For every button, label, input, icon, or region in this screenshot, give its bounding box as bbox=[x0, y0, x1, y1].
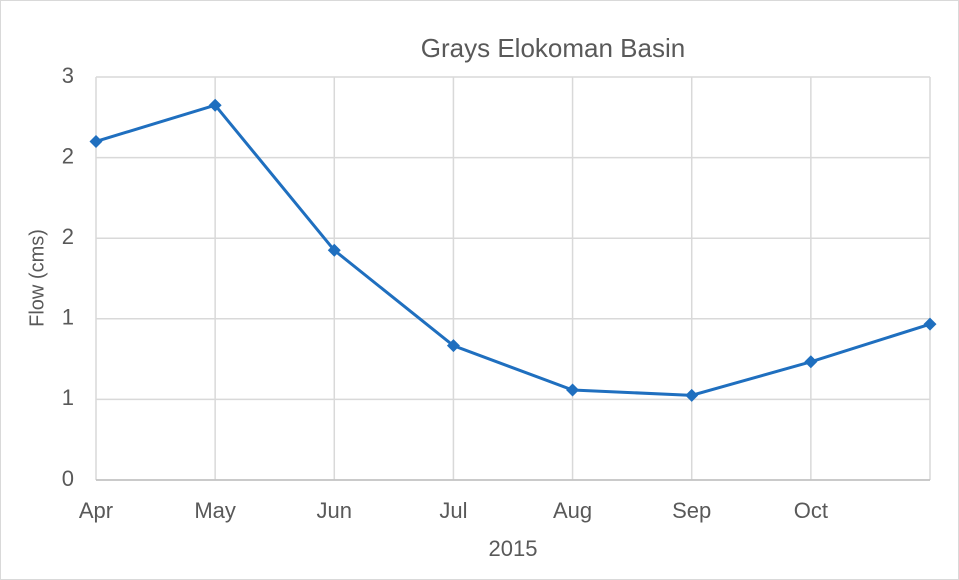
y-tick-label: 2 bbox=[62, 224, 74, 249]
y-axis-label: Flow (cms) bbox=[26, 229, 48, 327]
y-tick-label: 2 bbox=[62, 143, 74, 168]
data-point bbox=[208, 98, 222, 112]
x-tick-label: Apr bbox=[79, 498, 113, 523]
data-point bbox=[685, 388, 699, 402]
x-tick-label: Sep bbox=[672, 498, 711, 523]
series-line bbox=[95, 103, 931, 397]
y-tick-label: 1 bbox=[62, 385, 74, 410]
x-tick-label: Jun bbox=[317, 498, 352, 523]
y-tick-label: 0 bbox=[62, 466, 74, 491]
data-point bbox=[327, 243, 341, 257]
data-point bbox=[89, 134, 103, 148]
data-point bbox=[566, 383, 580, 397]
y-tick-label: 3 bbox=[62, 63, 74, 88]
data-point bbox=[446, 339, 460, 353]
x-tick-label: Oct bbox=[794, 498, 828, 523]
x-tick-label: Aug bbox=[553, 498, 592, 523]
chart-title: Grays Elokoman Basin bbox=[421, 33, 685, 63]
data-point bbox=[923, 317, 937, 331]
x-axis-label: 2015 bbox=[489, 536, 538, 561]
y-tick-label: 1 bbox=[62, 305, 74, 330]
data-point bbox=[804, 355, 818, 369]
x-tick-label: Jul bbox=[439, 498, 467, 523]
x-tick-label: May bbox=[194, 498, 236, 523]
